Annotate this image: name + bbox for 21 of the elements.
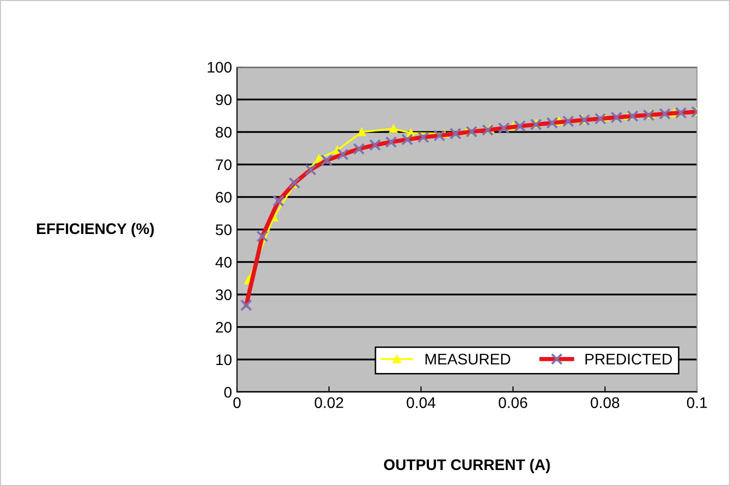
y-tick-label: 10	[216, 354, 232, 366]
legend-label: PREDICTED	[586, 354, 672, 365]
x-tick-label: 0.06	[498, 397, 528, 408]
y-tick-label: 50	[216, 224, 232, 236]
y-tick-label: 20	[216, 322, 232, 333]
y-tick-label: 70	[216, 159, 232, 170]
x-axis-title: OUTPUT CURRENT (A)	[384, 458, 550, 474]
x-tick-label: 0.1	[686, 397, 707, 408]
x-tick-label: 0.04	[406, 397, 436, 408]
x-tick-label: 0.02	[314, 397, 344, 408]
y-tick-label: 90	[216, 94, 232, 106]
y-tick-label: 100	[208, 62, 232, 73]
y-tick-label: 80	[216, 126, 232, 138]
x-tick-label: 0.08	[590, 397, 620, 408]
y-axis-title: EFFICIENCY (%)	[37, 222, 154, 238]
x-tick-label: 0	[233, 397, 241, 408]
legend-label: MEASURED	[426, 354, 510, 365]
y-tick-label: 0	[224, 386, 232, 398]
y-tick-label: 30	[216, 289, 232, 300]
y-tick-label: 40	[216, 256, 232, 268]
y-tick-label: 60	[216, 192, 232, 203]
